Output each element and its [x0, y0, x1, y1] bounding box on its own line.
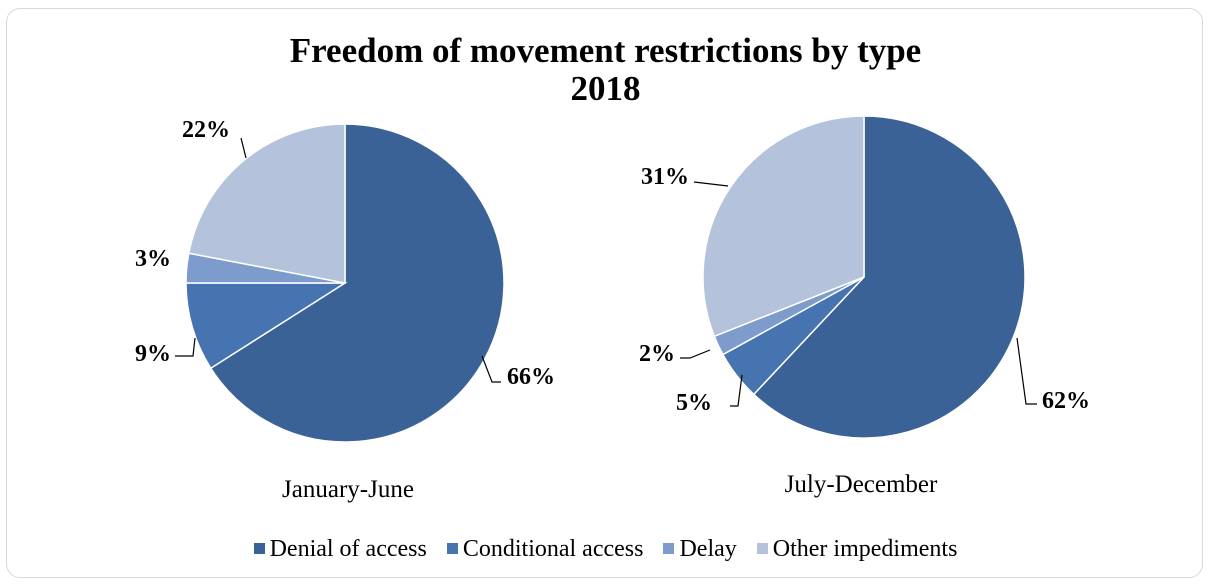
pie-2-leader-2	[730, 374, 743, 407]
pie-1-data-label-3: 3%	[135, 246, 171, 272]
pie-1-leader-1	[481, 355, 501, 383]
pie-1-data-label-2: 9%	[135, 341, 171, 367]
pie-2-slice-other-impediments	[702, 115, 865, 338]
chart-legend: Denial of access Conditional access Dela…	[0, 533, 1211, 563]
pie-1-slice-other-impediments	[187, 123, 346, 284]
pie-2-slice-denial-of-access	[752, 115, 1026, 439]
pie-2-leader-4	[693, 181, 729, 187]
legend-swatch-delay	[663, 543, 675, 554]
legend-swatch-conditional	[446, 543, 458, 554]
pie-1-data-label-4: 22%	[182, 117, 230, 143]
chart-title-line1: Freedom of movement restrictions by type	[289, 31, 922, 70]
chart-frame	[6, 8, 1203, 578]
chart-title-line2: 2018	[570, 69, 641, 108]
legend-label-conditional: Conditional access	[462, 535, 644, 562]
legend-label-other: Other impediments	[772, 535, 958, 562]
pie-2-leader-1	[1016, 337, 1037, 405]
pie-2-data-label-3: 2%	[639, 341, 675, 367]
legend-label-delay: Delay	[679, 535, 737, 562]
pie-2-leader-3	[680, 349, 711, 359]
legend-item-delay: Delay	[663, 535, 737, 563]
pie-1-leader-2	[175, 337, 196, 357]
legend-item-other: Other impediments	[756, 535, 958, 563]
chart-title: Freedom of movement restrictions by type…	[0, 32, 1211, 108]
pie-1-subtitle: January-June	[282, 476, 414, 503]
pie-1-slice-denial-of-access	[209, 123, 505, 443]
legend-item-conditional: Conditional access	[446, 535, 644, 563]
legend-label-denial: Denial of access	[269, 535, 427, 562]
pie-1-slice-conditional-access	[185, 282, 348, 370]
legend-item-denial: Denial of access	[253, 535, 427, 563]
pie-2-subtitle: July-December	[785, 471, 938, 498]
pie-2-data-label-4: 31%	[641, 164, 689, 190]
legend-swatch-denial	[253, 543, 265, 554]
pie-2-data-label-2: 5%	[676, 390, 712, 416]
pie-1-data-label-1: 66%	[507, 364, 555, 390]
pie-2-data-label-1: 62%	[1042, 388, 1090, 414]
legend-swatch-other	[756, 543, 768, 554]
pie-1-leader-4	[240, 137, 247, 159]
